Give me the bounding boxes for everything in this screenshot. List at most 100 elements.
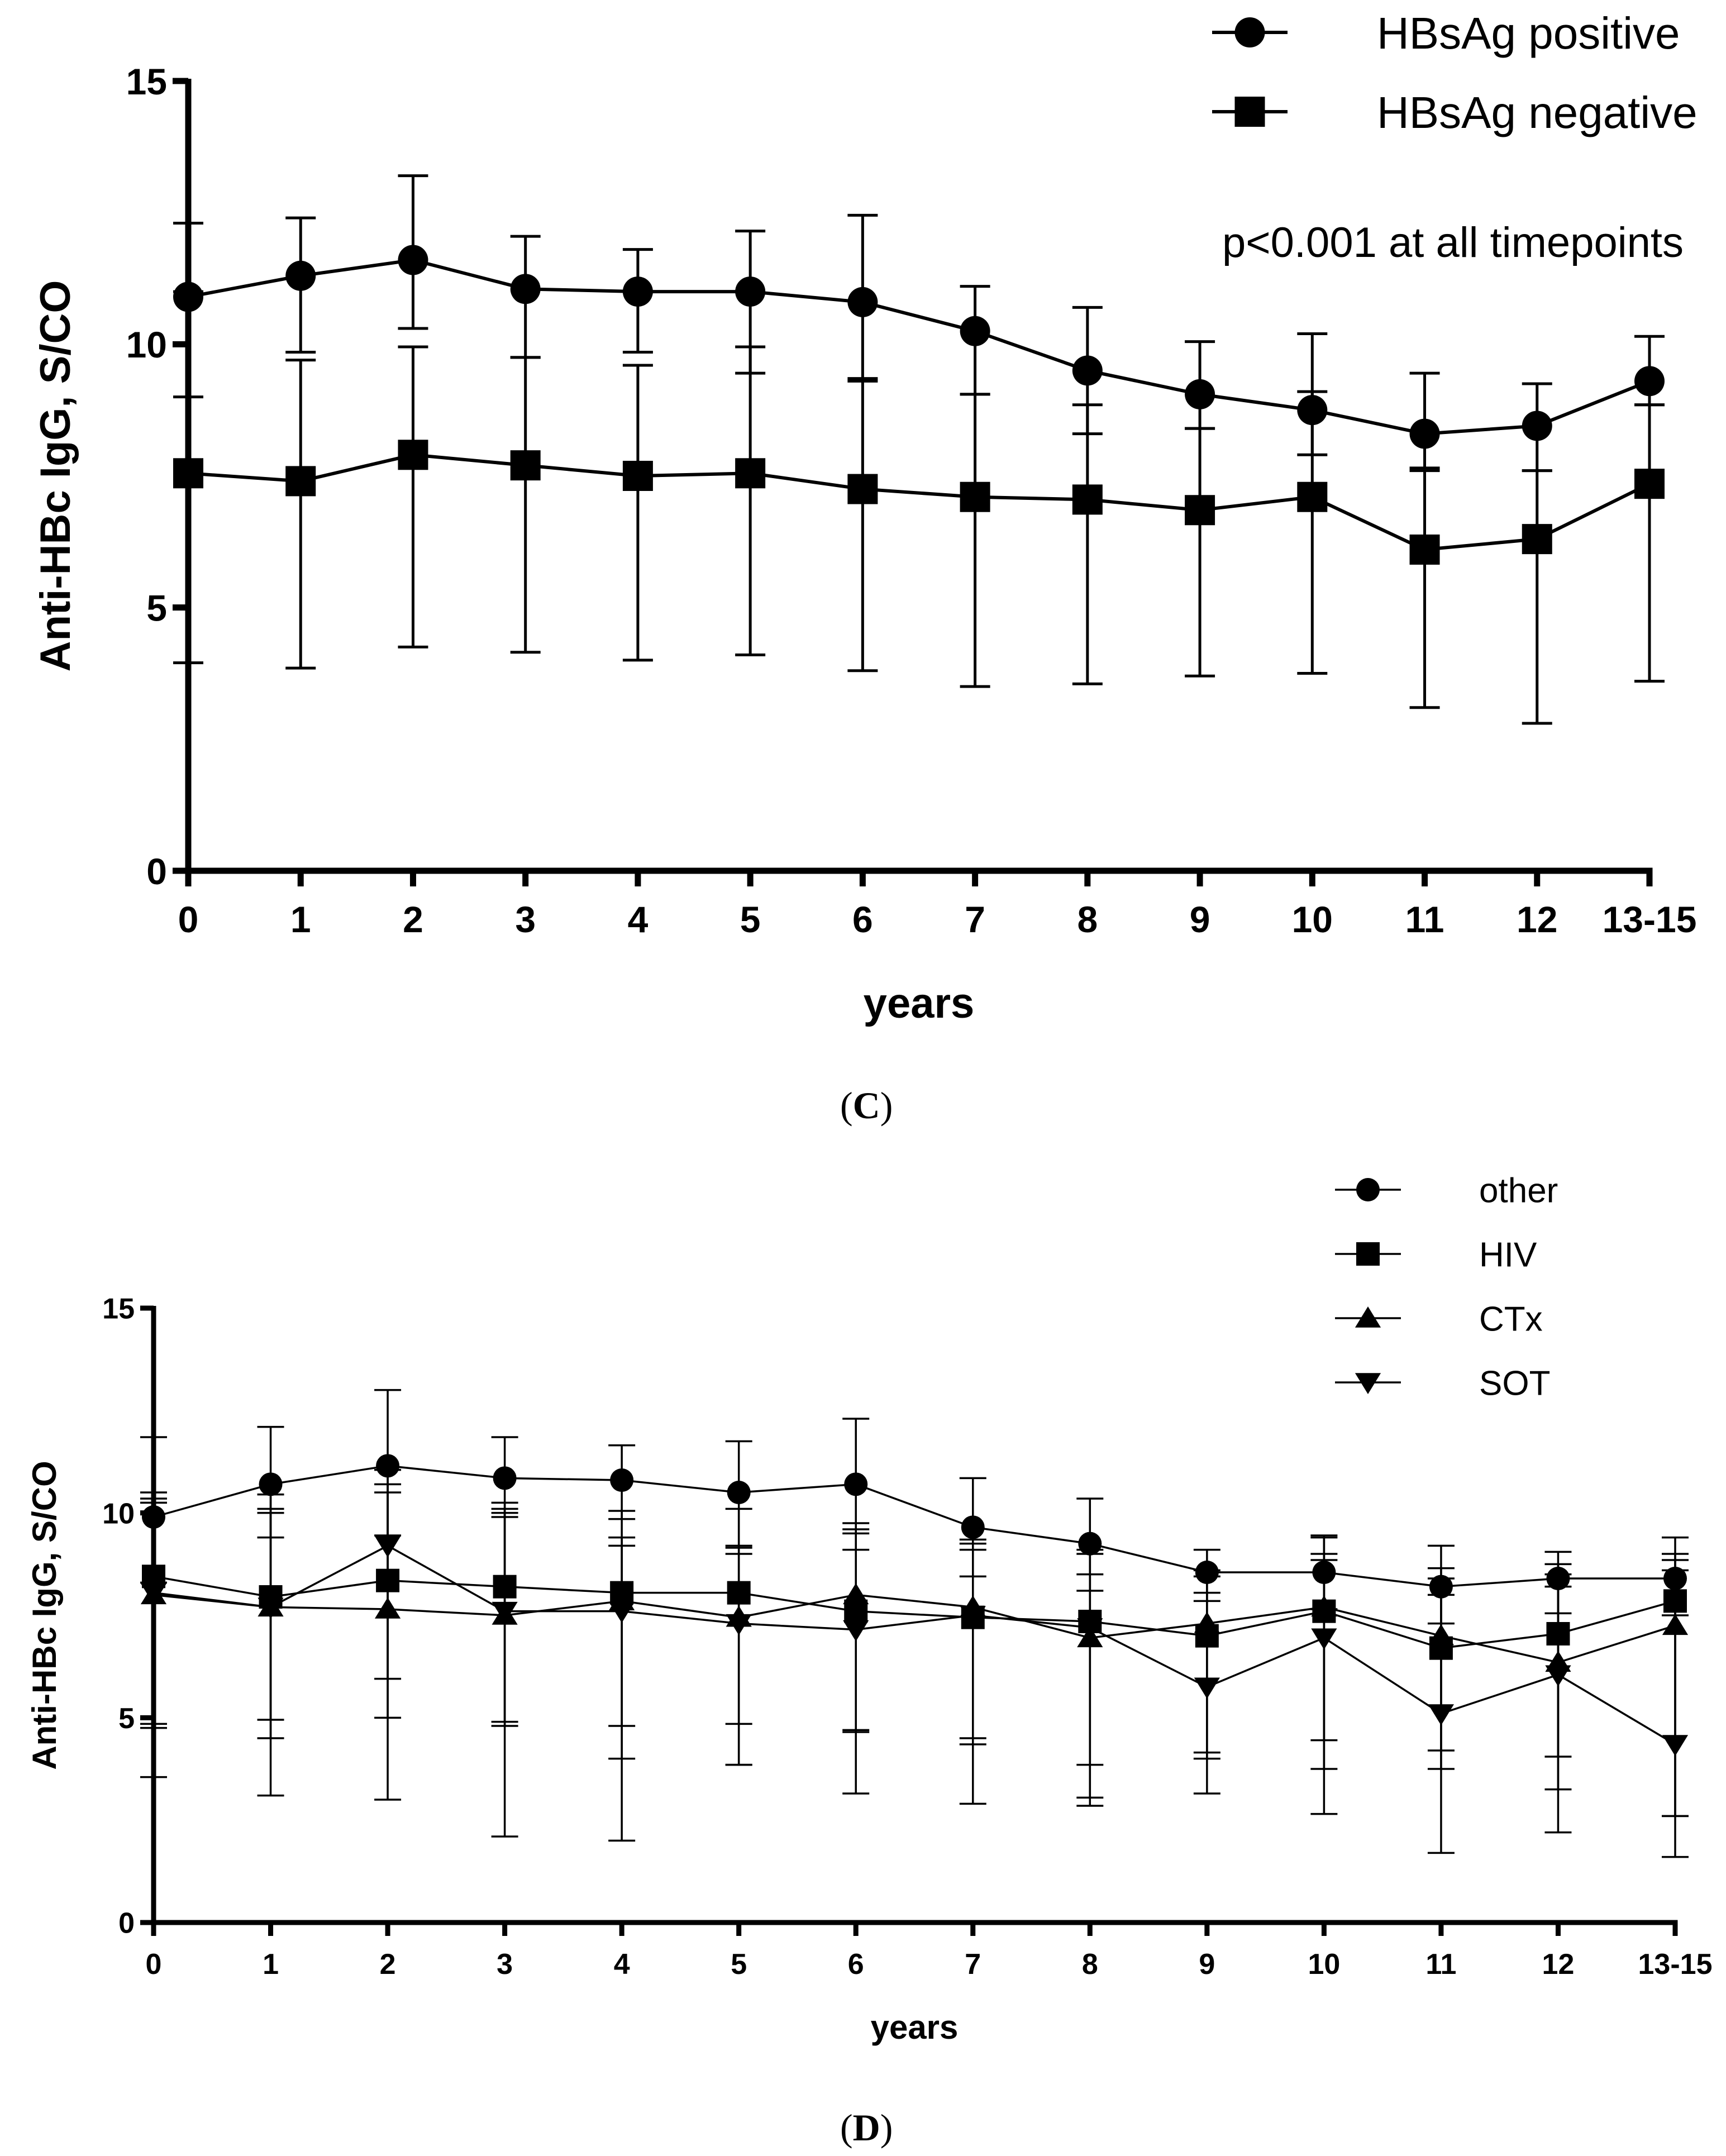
chart-d-series-other-point (727, 1481, 751, 1504)
chart-c-series-hbsag-positive-point (285, 260, 316, 291)
chart-d-series-sot-point (1194, 1677, 1220, 1699)
chart-d-x-tick-label-9: 9 (1199, 1948, 1215, 1981)
chart-d-series-other-point (610, 1468, 634, 1492)
chart-d-legend-other-marker (1356, 1178, 1380, 1201)
chart-d-series-sot-point (609, 1601, 635, 1623)
chart-d-x-tick-label-0: 0 (146, 1948, 162, 1981)
chart-d-x-tick-label-1: 1 (263, 1948, 279, 1981)
chart-d-y-tick-label-5: 5 (118, 1702, 135, 1735)
chart-c-series-hbsag-positive-point (1522, 411, 1552, 441)
chart-d-series-sot-point (140, 1583, 167, 1605)
panel-label-c-open: ( (840, 1084, 853, 1127)
chart-c-x-tick-label-2: 2 (403, 899, 423, 940)
chart-c-x-tick-label-12: 12 (1517, 899, 1557, 940)
chart-d-series-other (140, 1389, 1689, 1625)
chart-c-series-hbsag-positive-point (622, 276, 653, 307)
chart-d-y-tick-label-15: 15 (102, 1293, 135, 1325)
chart-c-y-tick-label-10: 10 (126, 324, 167, 365)
chart-d-series-sot-point (1662, 1735, 1689, 1756)
chart-c-x-tick-label-6: 6 (852, 899, 873, 940)
chart-d-series-other-line (153, 1465, 1675, 1588)
chart-d-x-axis-title: years (871, 2009, 959, 2046)
panel-label-d-open: ( (840, 2106, 853, 2149)
chart-c-y-tick-label-5: 5 (146, 587, 167, 628)
chart-d-series-hiv (140, 1483, 1689, 1818)
chart-c-legend: HBsAg positive HBsAg negative (1212, 8, 1698, 137)
chart-d-x-tick-label-2: 2 (380, 1948, 396, 1981)
chart-d-x-tick-label-8: 8 (1082, 1948, 1098, 1981)
chart-d-y-axis-title: Anti-HBc IgG, S/CO (26, 1461, 63, 1769)
chart-c-series-hbsag-positive-point (510, 274, 541, 304)
chart-c-series-hbsag-positive-point (1185, 379, 1215, 409)
chart-c-x-tick-label-3: 3 (515, 899, 536, 940)
chart-d-series-sot-point (960, 1606, 986, 1627)
chart-d-series-ctx (140, 1468, 1689, 1858)
chart-d-x-tick-label-5: 5 (731, 1948, 747, 1981)
chart-d-series-sot-point (1545, 1665, 1571, 1687)
chart-d-y-tick-label-0: 0 (118, 1907, 135, 1940)
chart-c-x-tick-label-13-15: 13-15 (1603, 899, 1697, 940)
chart-d-series-sot-point (374, 1536, 401, 1558)
chart-d-legend-other-label: other (1479, 1171, 1558, 1210)
chart-d-legend-sot-label: SOT (1479, 1364, 1550, 1403)
chart-c-x-axis-title: years (864, 980, 975, 1027)
chart-d-series-other-point (493, 1466, 517, 1490)
chart-d-legend-hiv-label: HIV (1479, 1236, 1537, 1274)
chart-c-series-hbsag-positive-point (1634, 366, 1665, 397)
chart-c-legend-hbsag-positive-label: HBsAg positive (1377, 8, 1680, 58)
chart-c-x-tick-label-0: 0 (178, 899, 199, 940)
chart-d-legend: other HIV CTx SOT (1335, 1171, 1558, 1403)
chart-c-series-hbsag-negative-point (398, 440, 428, 470)
chart-d-series-sot-point (492, 1601, 518, 1623)
chart-d-x-tick-label-6: 6 (848, 1948, 864, 1981)
chart-c-series-hbsag-negative-point (1409, 534, 1440, 565)
chart-d-legend-hiv-marker (1356, 1242, 1380, 1266)
chart-d-series-sot-point (726, 1614, 752, 1635)
chart-c-legend-hbsag-positive-marker (1234, 17, 1265, 47)
panel-label-c-close: ) (880, 1084, 893, 1127)
chart-d-x-tick-label-12: 12 (1542, 1948, 1575, 1981)
chart-c-y-tick-label-15: 15 (126, 61, 167, 102)
chart-d-x-tick-label-11: 11 (1425, 1948, 1456, 1981)
chart-c-series-hbsag-positive-point (398, 245, 428, 275)
chart-c-series-hbsag-negative-point (1185, 495, 1215, 526)
chart-d-series-other-point (844, 1472, 868, 1496)
chart-c-series-hbsag-negative-point (1072, 484, 1103, 515)
chart-c-x-tick-label-1: 1 (290, 899, 311, 940)
chart-c-series-hbsag-negative-point (847, 474, 878, 504)
panel-label-d: (D) (840, 2106, 893, 2150)
chart-c-series-hbsag-positive-point (1409, 418, 1440, 449)
chart-c-series-hbsag-positive-point (735, 276, 766, 307)
chart-c-series-hbsag-positive-point (1072, 355, 1103, 386)
chart-d-series-hiv-line (153, 1575, 1676, 1649)
chart-d-series-sot-point (258, 1597, 284, 1619)
chart-c-series-hbsag-negative (173, 290, 1665, 725)
chart-d-series-other-point (376, 1454, 400, 1478)
chart-c-series-hbsag-negative-point (1634, 469, 1665, 499)
chart-d-x-tick-label-4: 4 (614, 1948, 630, 1981)
chart-c-series-hbsag-negative-point (735, 458, 766, 489)
chart-d-legend-ctx-marker (1355, 1306, 1381, 1328)
chart-c-series-hbsag-negative-line (188, 453, 1651, 552)
chart-d-series-sot-line (153, 1544, 1676, 1745)
chart-d-x-tick-label-3: 3 (497, 1948, 513, 1981)
chart-c-series-hbsag-negative-point (960, 481, 990, 512)
chart-c-series-hbsag-negative-point (622, 461, 653, 491)
chart-d-series-other-point (961, 1515, 985, 1539)
chart-c-y-axis-title: Anti-HBc IgG, S/CO (32, 280, 79, 672)
chart-d-legend-sot-marker (1355, 1373, 1381, 1394)
chart-c-series-hbsag-negative-point (1297, 481, 1328, 512)
chart-c-x-tick-label-11: 11 (1405, 899, 1444, 940)
chart-d-series-sot-point (843, 1620, 869, 1642)
chart-d-series-sot-point (1077, 1618, 1103, 1639)
chart-c-x-tick-label-7: 7 (965, 899, 985, 940)
chart-c-legend-hbsag-negative-marker (1234, 97, 1265, 127)
chart-c-series-hbsag-negative-point (285, 466, 316, 497)
chart-d-series-ctx-line (153, 1594, 1676, 1664)
chart-c-x-tick-label-5: 5 (740, 899, 761, 940)
panel-label-c: (C) (840, 1084, 893, 1128)
chart-d-series-sot-point (1311, 1628, 1337, 1650)
chart-d-series-sot (140, 1491, 1689, 1818)
